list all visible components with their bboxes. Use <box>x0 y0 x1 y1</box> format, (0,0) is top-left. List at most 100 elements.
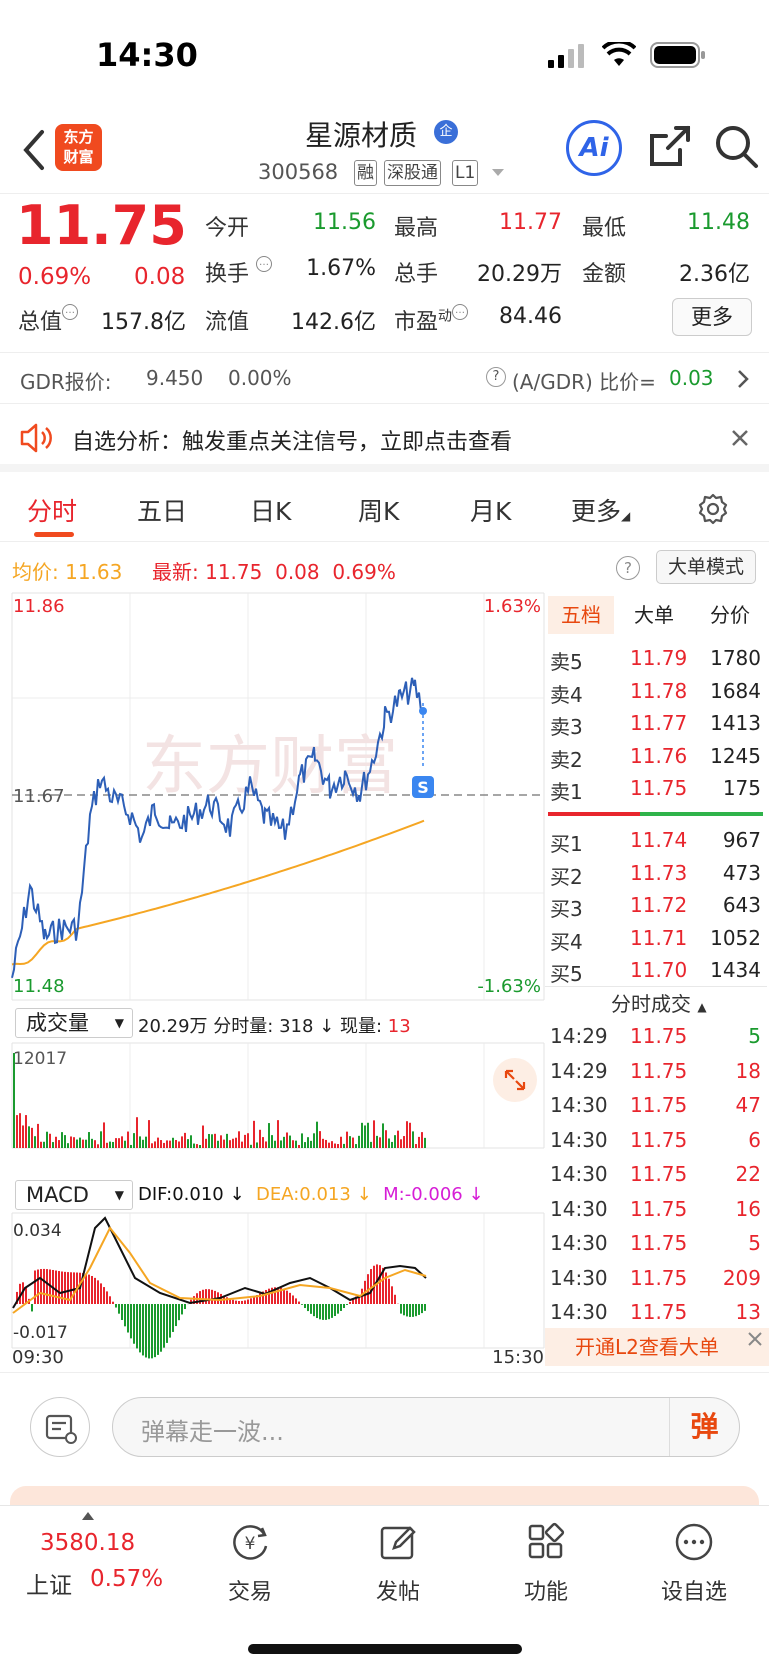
tab-intraday[interactable]: 分时 <box>27 497 78 526</box>
bid-row[interactable]: 买3 11.72 643 <box>545 889 767 921</box>
tick-time: 14:30 <box>550 1196 608 1221</box>
nav-functions[interactable]: 功能 <box>496 1520 596 1606</box>
tab-indicator <box>34 532 74 537</box>
help-icon[interactable]: ? <box>616 556 640 580</box>
gdr-ratio: 0.03 <box>669 366 714 390</box>
tab-monthly-k[interactable]: 月K <box>470 497 512 526</box>
gdr-pct: 0.00% <box>228 366 292 390</box>
signal-icon <box>548 44 584 68</box>
tab-five-day[interactable]: 五日 <box>137 497 188 526</box>
nav-post-label: 发帖 <box>375 1580 420 1605</box>
danmu-placeholder: 弹幕走一波... <box>141 1418 284 1446</box>
nav-add-watchlist[interactable]: 设自选 <box>644 1520 744 1606</box>
index-value: 3580.18 <box>40 1530 136 1556</box>
sell-pressure-bar <box>548 812 640 816</box>
pct-top-label: 1.63% <box>484 596 541 617</box>
tab-five-levels[interactable]: 五档 <box>548 596 614 634</box>
volume-info: 20.29万 分时量: 318 ↓ 现量: 13 <box>138 1016 411 1037</box>
bid-row[interactable]: 买4 11.71 1052 <box>545 922 767 954</box>
index-ticker[interactable]: 3580.18 上证 0.57% <box>0 1506 175 1616</box>
ask-row[interactable]: 卖3 11.77 1413 <box>545 707 767 739</box>
danmu-bar: 弹幕走一波... 弹 <box>0 1372 769 1474</box>
info-icon[interactable]: … <box>256 256 273 272</box>
ask-row[interactable]: 卖4 11.78 1684 <box>545 675 767 707</box>
tick-price: 11.75 <box>630 1196 688 1221</box>
mktcap-label: 总值… <box>18 304 79 336</box>
gdr-row[interactable]: GDR报价: 9.450 0.00% ? (A/GDR) 比价= 0.03 <box>0 352 769 404</box>
l2-upgrade-banner[interactable]: 开通L2查看大单 <box>545 1328 769 1366</box>
close-icon[interactable] <box>730 428 750 448</box>
tick-price: 11.75 <box>630 1127 688 1152</box>
tick-price: 11.75 <box>630 1162 688 1186</box>
chevron-down-icon[interactable] <box>491 168 505 178</box>
share-icon[interactable] <box>646 122 694 170</box>
tab-daily-k[interactable]: 日K <box>250 497 292 526</box>
chart-tabs: 分时 五日 日K 周K 月K 更多◢ <box>0 480 769 542</box>
more-button[interactable]: 更多 <box>672 298 752 336</box>
y-bot-label: 11.48 <box>13 976 65 997</box>
volume-indicator-select[interactable]: 成交量 ▼ <box>15 1008 133 1038</box>
expand-button[interactable] <box>493 1058 537 1102</box>
stock-code: 300568 <box>258 160 339 184</box>
tick-row: 14:30 11.75 16 <box>545 1193 767 1227</box>
divider <box>545 986 767 987</box>
gdr-label: GDR报价: <box>20 370 112 394</box>
level-volume: 1052 <box>710 925 761 950</box>
tick-price: 11.75 <box>630 1231 688 1255</box>
tab-more[interactable]: 更多◢ <box>571 497 631 526</box>
chart-grid <box>11 592 545 1349</box>
tab-weekly-k[interactable]: 周K <box>358 497 400 526</box>
info-icon[interactable]: … <box>452 304 469 320</box>
ask-row[interactable]: 卖2 11.76 1245 <box>545 740 767 772</box>
high-label: 最高 <box>394 216 439 241</box>
bid-row[interactable]: 买5 11.70 1434 <box>545 954 767 986</box>
pe-label: 市盈动… <box>394 304 469 336</box>
nav-trade[interactable]: ¥ 交易 <box>200 1520 300 1606</box>
help-icon[interactable]: ? <box>486 367 506 387</box>
low-label: 最低 <box>582 216 627 241</box>
latest-point <box>419 707 427 715</box>
danmu-input[interactable]: 弹幕走一波... 弹 <box>112 1397 740 1457</box>
notice-bar[interactable]: 自选分析：触发重点关注信号，立即点击查看 <box>0 404 769 472</box>
settings-gear-icon[interactable] <box>696 492 730 526</box>
danmu-settings-icon[interactable] <box>30 1397 90 1457</box>
search-icon[interactable] <box>712 122 760 170</box>
edit-icon <box>380 1526 416 1560</box>
big-order-mode-button[interactable]: 大单模式 <box>656 550 756 584</box>
tick-price: 11.75 <box>630 1093 688 1117</box>
volume-y-max: 12017 <box>13 1049 67 1069</box>
ask-row[interactable]: 卖1 11.75 175 <box>545 772 767 804</box>
tick-row: 14:30 11.75 22 <box>545 1158 767 1192</box>
macd-y-bot: -0.017 <box>13 1323 68 1343</box>
latest-quote: 最新: 11.75 0.08 0.69% <box>152 560 396 584</box>
ticks-title[interactable]: 分时成交 ▲ <box>611 992 707 1016</box>
level-label: 买4 <box>550 929 583 954</box>
macd-indicator-select[interactable]: MACD ▼ <box>15 1180 133 1210</box>
bid-row[interactable]: 买1 11.74 967 <box>545 824 767 856</box>
tick-time: 14:30 <box>550 1300 608 1324</box>
macd-info: DIF:0.010 ↓ DEA:0.013 ↓ M:-0.006 ↓ <box>138 1184 484 1205</box>
stock-name[interactable]: 星源材质 <box>305 119 418 152</box>
level-volume: 473 <box>722 860 761 885</box>
nav-post[interactable]: 发帖 <box>348 1520 448 1606</box>
tick-volume: 47 <box>735 1093 761 1117</box>
ask-row[interactable]: 卖5 11.79 1780 <box>545 642 767 674</box>
info-icon[interactable]: … <box>62 304 79 320</box>
tag-connect: 深股通 <box>384 160 441 186</box>
chat-dots-icon <box>675 1523 713 1561</box>
s-marker-icon[interactable] <box>412 776 434 798</box>
promo-strip <box>10 1486 759 1506</box>
intraday-chart[interactable]: 东方财富 S 11.86 11.67 11.48 1.63% -1.63% 12… <box>0 588 545 1370</box>
tab-big-orders[interactable]: 大单 <box>634 603 674 627</box>
danmu-send-button[interactable]: 弹 <box>669 1398 739 1456</box>
close-icon[interactable] <box>746 1330 764 1348</box>
ai-button[interactable]: Ai <box>566 120 622 176</box>
tick-volume: 16 <box>735 1196 761 1221</box>
status-time: 14:30 <box>96 36 198 74</box>
back-icon[interactable] <box>14 126 54 174</box>
index-name: 上证 <box>26 1573 72 1599</box>
tab-price-distribution[interactable]: 分价 <box>710 603 750 627</box>
tick-time: 14:30 <box>550 1265 608 1290</box>
bid-row[interactable]: 买2 11.73 473 <box>545 857 767 889</box>
price-line <box>11 677 424 979</box>
